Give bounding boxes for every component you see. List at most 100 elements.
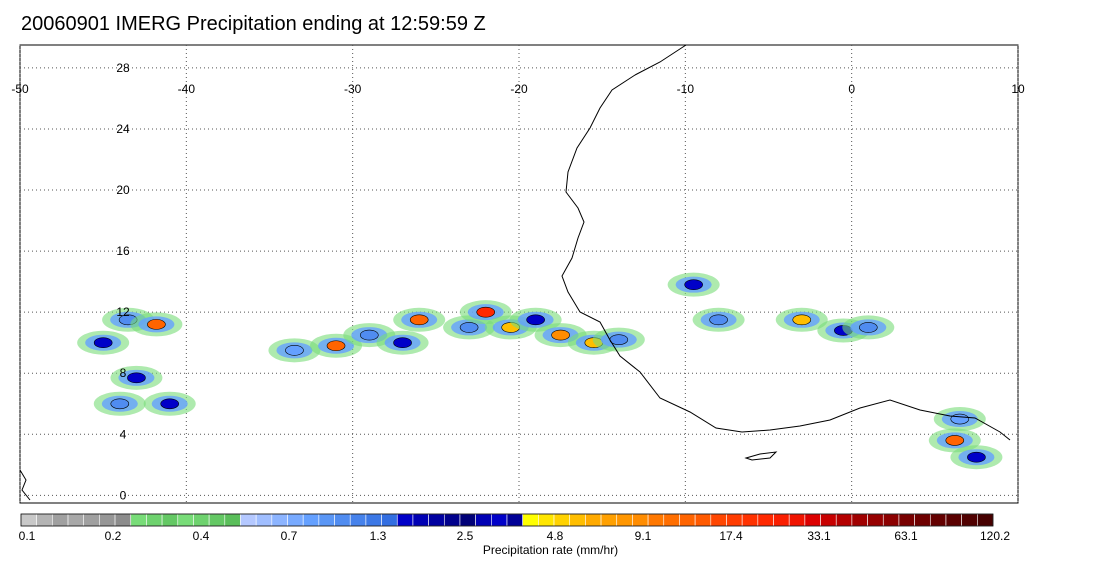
colorbar-swatch <box>491 513 508 527</box>
precip-cell <box>359 329 379 341</box>
colorbar-swatch <box>632 513 649 527</box>
precip-cell <box>459 322 479 333</box>
colorbar-swatch <box>788 513 806 527</box>
precip-cell <box>326 340 346 352</box>
colorbar-swatch <box>569 513 586 527</box>
coastline <box>561 44 1011 441</box>
colorbar-swatch <box>647 513 665 527</box>
colorbar-swatch <box>349 513 367 527</box>
colorbar-tick-label: 9.1 <box>635 529 652 543</box>
colorbar-swatch <box>396 513 414 527</box>
colorbar-swatch <box>240 513 257 527</box>
colorbar-tick-label: 17.4 <box>719 529 743 543</box>
colorbar-swatch <box>459 513 476 527</box>
colorbar-swatch <box>161 513 179 527</box>
colorbar-tick-label: 0.2 <box>105 529 122 543</box>
colorbar-swatch <box>663 513 680 527</box>
colorbar-swatch <box>945 513 962 527</box>
lat-label: 24 <box>116 122 130 136</box>
precip-cell <box>160 398 179 410</box>
lat-label: 4 <box>120 427 127 441</box>
colorbar-swatch <box>255 513 273 527</box>
colorbar-frame <box>20 513 994 527</box>
colorbar-swatch <box>804 513 821 527</box>
colorbar-swatch <box>334 513 351 527</box>
colorbar-swatch <box>114 513 132 527</box>
lon-label: -20 <box>510 82 528 96</box>
colorbar-swatch <box>679 513 696 527</box>
colorbar-swatch <box>412 513 429 527</box>
precipitation-field <box>77 272 1003 470</box>
colorbar-swatch <box>67 513 85 527</box>
colorbar-swatch <box>538 513 555 527</box>
colorbar-swatch <box>929 513 947 527</box>
lon-label: 10 <box>1011 82 1025 96</box>
colorbar-swatch <box>475 513 492 527</box>
coastline-island <box>744 451 778 461</box>
colorbar-label: Precipitation rate (mm/hr) <box>482 543 619 557</box>
coastline-bottom-left <box>19 469 31 501</box>
colorbar-swatch <box>177 513 194 527</box>
precip-cell <box>709 314 728 326</box>
colorbar-swatch <box>83 513 100 527</box>
colorbar-tick-label: 120.2 <box>980 529 1010 543</box>
colorbar-swatch <box>914 513 931 527</box>
colorbar-tick-label: 63.1 <box>894 529 918 543</box>
colorbar-swatch <box>208 513 226 527</box>
colorbar-swatch <box>694 513 712 527</box>
colorbar-swatch <box>961 513 978 527</box>
colorbar-tick-label: 33.1 <box>807 529 831 543</box>
colorbar-swatch <box>773 513 790 527</box>
lat-label: 20 <box>116 183 130 197</box>
colorbar-swatch <box>882 513 900 527</box>
colorbar-swatch <box>99 513 116 527</box>
precip-cell <box>285 345 304 356</box>
colorbar-swatch <box>600 513 618 527</box>
lat-label: 0 <box>120 488 127 502</box>
colorbar-swatch <box>20 513 37 527</box>
colorbar-swatch <box>585 513 602 527</box>
colorbar-swatch <box>851 513 868 527</box>
precip-cell <box>967 451 986 463</box>
lon-label: -10 <box>677 82 695 96</box>
colorbar-swatch <box>287 513 304 527</box>
lat-label: 12 <box>116 305 130 319</box>
colorbar-swatch <box>867 513 884 527</box>
precip-cell <box>409 314 429 326</box>
colorbar-tick-label: 0.4 <box>193 529 210 543</box>
colorbar-swatch <box>820 513 837 527</box>
lon-label: -50 <box>11 82 29 96</box>
colorbar-tick-labels: 0.1 0.2 0.4 0.7 1.3 2.5 4.8 9.1 17.4 33.1 63.1 120.… <box>19 529 1011 543</box>
colorbar-swatch <box>443 513 461 527</box>
colorbar-tick-label: 0.7 <box>281 529 298 543</box>
map-title: 20060901 IMERG Precipitation ending at 1… <box>21 13 486 35</box>
lon-label: 0 <box>848 82 855 96</box>
colorbar-swatch <box>835 513 853 527</box>
colorbar-swatch <box>757 513 774 527</box>
colorbar-swatch <box>381 513 398 527</box>
colorbar-swatch <box>130 513 147 527</box>
colorbar-swatch <box>506 513 523 527</box>
colorbar-swatch <box>302 513 320 527</box>
precip-cell <box>127 372 146 384</box>
precip-cell <box>945 435 965 446</box>
precip-cell <box>792 314 812 326</box>
precip-cell <box>147 319 166 330</box>
colorbar-swatch <box>193 513 210 527</box>
precip-cell <box>110 398 130 410</box>
lat-label: 16 <box>116 244 130 258</box>
colorbar-swatch <box>365 513 382 527</box>
precip-cell <box>858 322 878 333</box>
longitude-labels: -50 -40 -30 -20 -10 0 10 <box>11 82 1025 96</box>
colorbar-swatch <box>710 513 727 527</box>
colorbar-swatch <box>428 513 445 527</box>
colorbar-swatch <box>898 513 915 527</box>
colorbar-swatch <box>741 513 759 527</box>
lon-label: -40 <box>178 82 196 96</box>
colorbar-tick-label: 2.5 <box>457 529 474 543</box>
colorbar-swatch <box>36 513 53 527</box>
lat-label: 28 <box>116 61 130 75</box>
colorbar-swatch <box>52 513 69 527</box>
colorbar-swatch <box>271 513 288 527</box>
